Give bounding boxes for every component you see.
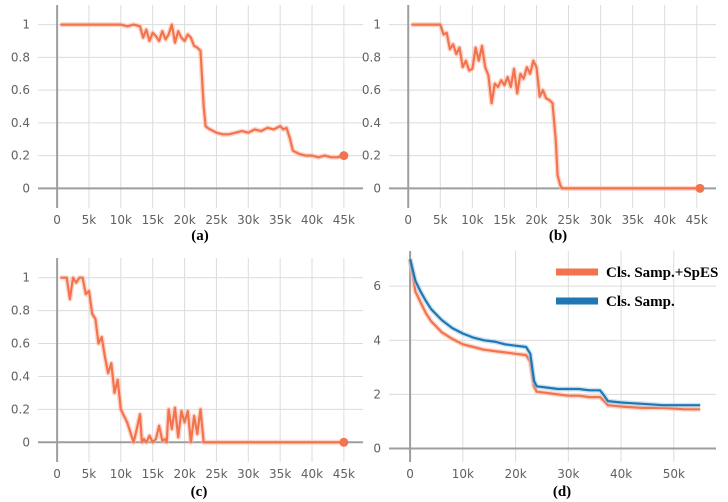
y-tick-label: 1 [22, 18, 30, 32]
x-tick-label: 15k [142, 467, 164, 481]
panel-caption: (c) [191, 484, 208, 500]
y-tick-label: 0.8 [11, 50, 30, 64]
x-tick-label: 30k [557, 467, 579, 481]
x-tick-label: 0 [53, 467, 61, 481]
x-tick-label: 0 [53, 213, 61, 227]
chart-panel-b: 0 5k 10k 15k 20k 25k 30k 35k 40k 45k 0 0.2 0.4 0.6 0.8… [362, 5, 716, 244]
series-line-blue [409, 258, 701, 407]
x-tick-label: 10k [110, 213, 132, 227]
x-tick-label: 5k [82, 213, 97, 227]
y-tick-label: 0 [22, 181, 30, 195]
x-tick-label: 35k [269, 213, 291, 227]
y-tick-label: 0.4 [11, 116, 30, 130]
x-tick-label: 15k [493, 213, 515, 227]
x-tick-label: 45k [686, 213, 708, 227]
y-tick-label: 0.2 [11, 149, 30, 163]
y-tick-label: 0.6 [11, 83, 30, 97]
y-tick-label: 0.4 [362, 116, 381, 130]
endpoint-marker [339, 151, 349, 161]
series-line-orange [60, 276, 344, 444]
x-tick-label: 20k [504, 467, 526, 481]
x-tick-label: 35k [622, 213, 644, 227]
y-tick-label: 0.8 [11, 304, 30, 318]
y-tick-label: 0 [373, 441, 381, 455]
x-tick-label: 30k [237, 213, 259, 227]
chart-panel-a: 0 5k 10k 15k 20k 25k 30k 35k 40k 45k 0 0.2 0.4 0.6 0.8… [11, 5, 363, 244]
chart-panel-d: 0 10k 20k 30k 40k 50k 0 2 4 6 Cls. Samp.+SpES Cls. … [373, 251, 718, 500]
x-tick-label: 35k [269, 467, 291, 481]
x-tick-label: 40k [654, 213, 676, 227]
x-tick-label: 20k [173, 213, 195, 227]
endpoint-marker [695, 183, 705, 193]
y-tick-label: 0 [373, 181, 381, 195]
y-tick-label: 4 [373, 333, 381, 347]
y-tick-label: 0.8 [362, 50, 381, 64]
x-tick-label: 10k [461, 213, 483, 227]
endpoint-marker [339, 437, 349, 447]
y-tick-label: 0.2 [362, 149, 381, 163]
chart-panel-c: 0 5k 10k 15k 20k 25k 30k 35k 40k 45k 0 0.2 0.4 0.6 0.8… [11, 258, 363, 500]
x-tick-label: 45k [333, 467, 355, 481]
x-tick-label: 20k [525, 213, 547, 227]
x-tick-label: 45k [333, 213, 355, 227]
y-tick-label: 0.2 [11, 402, 30, 416]
y-tick-label: 0.4 [11, 369, 30, 383]
x-tick-label: 25k [205, 467, 227, 481]
x-tick-label: 10k [110, 467, 132, 481]
y-tick-label: 0 [22, 435, 30, 449]
x-tick-label: 20k [173, 467, 195, 481]
x-tick-label: 40k [301, 467, 323, 481]
y-tick-label: 1 [373, 18, 381, 32]
panel-caption: (d) [553, 484, 571, 500]
panel-caption: (b) [549, 228, 567, 244]
series-line-orange [60, 23, 345, 159]
x-tick-label: 30k [589, 213, 611, 227]
y-tick-label: 0.6 [11, 337, 30, 351]
x-tick-label: 40k [301, 213, 323, 227]
legend-label: Cls. Samp.+SpES [606, 265, 718, 281]
y-tick-label: 6 [373, 279, 381, 293]
x-tick-label: 15k [142, 213, 164, 227]
x-tick-label: 30k [237, 467, 259, 481]
y-tick-label: 2 [373, 387, 381, 401]
x-tick-label: 5k [82, 467, 97, 481]
panel-caption: (a) [191, 228, 209, 244]
series-band-blue [407, 258, 701, 408]
x-tick-label: 0 [406, 467, 414, 481]
x-tick-label: 5k [433, 213, 448, 227]
legend-label: Cls. Samp. [606, 294, 675, 310]
x-tick-label: 25k [205, 213, 227, 227]
y-tick-label: 1 [22, 271, 30, 285]
series-line-orange [411, 23, 697, 190]
x-tick-label: 25k [557, 213, 579, 227]
x-tick-label: 0 [404, 213, 412, 227]
x-tick-label: 10k [452, 467, 474, 481]
x-tick-label: 50k [663, 467, 685, 481]
y-tick-label: 0.6 [362, 83, 381, 97]
x-tick-label: 40k [610, 467, 632, 481]
